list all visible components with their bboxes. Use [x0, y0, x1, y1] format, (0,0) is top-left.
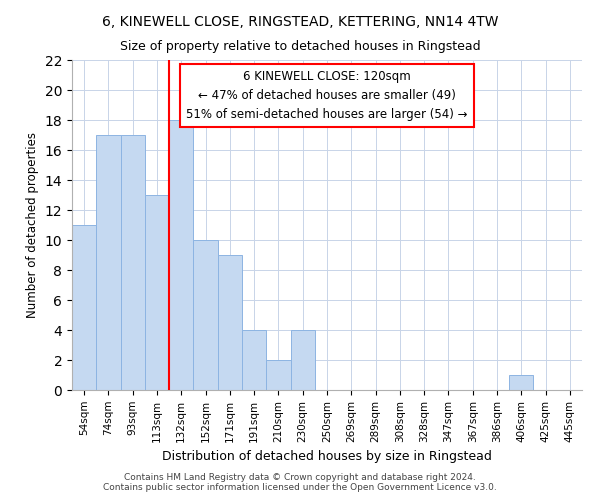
Bar	[242, 330, 266, 390]
Text: 6, KINEWELL CLOSE, RINGSTEAD, KETTERING, NN14 4TW: 6, KINEWELL CLOSE, RINGSTEAD, KETTERING,…	[102, 15, 498, 29]
Bar	[290, 330, 315, 390]
Text: Size of property relative to detached houses in Ringstead: Size of property relative to detached ho…	[119, 40, 481, 53]
Bar	[266, 360, 290, 390]
Text: Contains HM Land Registry data © Crown copyright and database right 2024.
Contai: Contains HM Land Registry data © Crown c…	[103, 473, 497, 492]
Bar	[96, 135, 121, 390]
Bar	[218, 255, 242, 390]
Y-axis label: Number of detached properties: Number of detached properties	[26, 132, 39, 318]
Bar	[145, 195, 169, 390]
Bar	[193, 240, 218, 390]
Text: 6 KINEWELL CLOSE: 120sqm
← 47% of detached houses are smaller (49)
51% of semi-d: 6 KINEWELL CLOSE: 120sqm ← 47% of detach…	[186, 70, 468, 121]
Bar	[169, 120, 193, 390]
X-axis label: Distribution of detached houses by size in Ringstead: Distribution of detached houses by size …	[162, 450, 492, 463]
Bar	[72, 225, 96, 390]
Bar	[121, 135, 145, 390]
Bar	[509, 375, 533, 390]
